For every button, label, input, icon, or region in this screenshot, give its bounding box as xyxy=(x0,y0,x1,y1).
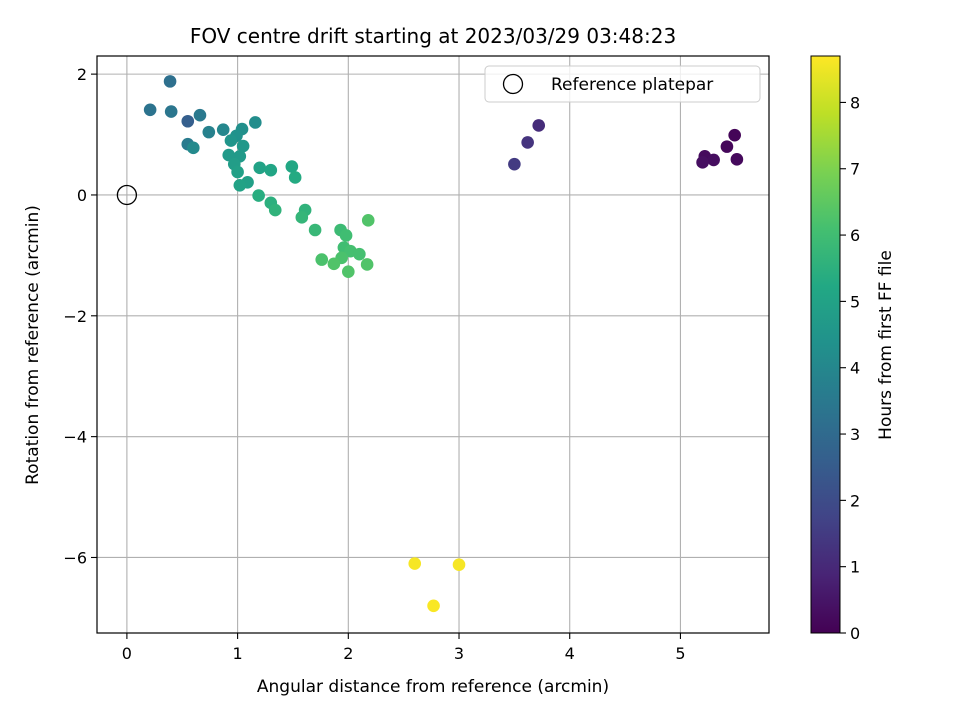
colorbar-tick-label: 5 xyxy=(850,292,860,311)
y-tick-label: 0 xyxy=(77,186,87,205)
colorbar-tick-label: 6 xyxy=(850,226,860,245)
colorbar: 0 1 2 3 4 5 6 7 8 Hours from first FF file xyxy=(810,55,896,643)
data-point xyxy=(285,160,299,173)
data-point xyxy=(361,214,375,227)
colorbar-tick-label: 3 xyxy=(850,425,860,444)
legend-box xyxy=(484,65,761,103)
data-point xyxy=(249,116,262,129)
y-axis-label: Rotation from reference (arcmin) xyxy=(23,205,43,485)
data-point xyxy=(202,125,216,139)
data-point xyxy=(252,189,265,202)
legend-label-reference: Reference platepar xyxy=(551,75,713,95)
data-point xyxy=(231,165,244,179)
data-point xyxy=(532,119,546,132)
data-point xyxy=(730,153,744,166)
x-tick-label: 3 xyxy=(454,644,464,663)
legend: Reference platepar xyxy=(484,65,761,103)
y-axis-ticks: −6 −4 −2 0 2 xyxy=(63,65,97,567)
colorbar-gradient xyxy=(810,55,841,634)
data-point xyxy=(224,134,238,147)
data-point xyxy=(339,229,353,242)
data-point xyxy=(452,558,466,572)
data-point xyxy=(707,153,720,167)
data-point xyxy=(508,157,521,171)
data-points xyxy=(116,75,744,613)
data-point xyxy=(264,163,278,177)
colorbar-tick-label: 4 xyxy=(850,359,860,378)
grid-lines xyxy=(97,56,769,633)
x-tick-label: 2 xyxy=(343,644,353,663)
data-point xyxy=(187,141,200,155)
x-tick-label: 1 xyxy=(233,644,243,663)
y-tick-label: −2 xyxy=(63,307,87,326)
data-point xyxy=(163,75,177,88)
plot-frame xyxy=(96,55,770,634)
reference-platepar-marker xyxy=(116,184,138,206)
data-point xyxy=(288,171,302,184)
data-point xyxy=(696,156,709,169)
data-point xyxy=(521,136,534,149)
data-point xyxy=(360,258,374,271)
colorbar-ticks: 0 1 2 3 4 5 6 7 8 xyxy=(840,93,860,643)
data-point xyxy=(327,257,341,271)
y-tick-label: −4 xyxy=(63,428,87,447)
data-point xyxy=(222,148,236,162)
data-point xyxy=(728,128,741,142)
data-point xyxy=(308,223,322,237)
colorbar-tick-label: 1 xyxy=(850,558,860,577)
data-point xyxy=(268,203,282,217)
data-point xyxy=(253,161,267,175)
data-point xyxy=(233,178,247,192)
colorbar-tick-label: 2 xyxy=(850,491,860,510)
x-tick-label: 5 xyxy=(675,644,685,663)
colorbar-label: Hours from first FF file xyxy=(876,250,896,440)
data-point xyxy=(720,140,734,153)
data-point xyxy=(353,247,366,261)
legend-marker-reference xyxy=(502,73,524,95)
data-point xyxy=(342,265,355,278)
data-point xyxy=(216,123,230,137)
colorbar-tick-label: 7 xyxy=(850,160,860,179)
data-point xyxy=(143,103,157,117)
data-point xyxy=(315,253,329,266)
chart-title: FOV centre drift starting at 2023/03/29 … xyxy=(190,24,676,48)
colorbar-tick-label: 0 xyxy=(850,624,860,643)
x-axis-ticks: 0 1 2 3 4 5 xyxy=(122,633,686,663)
y-tick-label: −6 xyxy=(63,548,87,567)
x-tick-label: 4 xyxy=(565,644,575,663)
data-point xyxy=(295,211,309,224)
data-point xyxy=(164,105,178,118)
x-axis-label: Angular distance from reference (arcmin) xyxy=(257,677,609,697)
x-tick-label: 0 xyxy=(122,644,132,663)
data-point xyxy=(181,114,195,128)
data-point xyxy=(236,139,250,153)
data-point xyxy=(408,557,422,570)
data-point xyxy=(193,108,207,122)
colorbar-tick-label: 8 xyxy=(850,93,860,112)
data-point xyxy=(427,599,440,613)
y-tick-label: 2 xyxy=(77,65,87,84)
